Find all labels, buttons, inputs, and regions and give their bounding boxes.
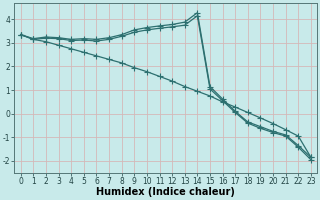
- X-axis label: Humidex (Indice chaleur): Humidex (Indice chaleur): [96, 187, 235, 197]
